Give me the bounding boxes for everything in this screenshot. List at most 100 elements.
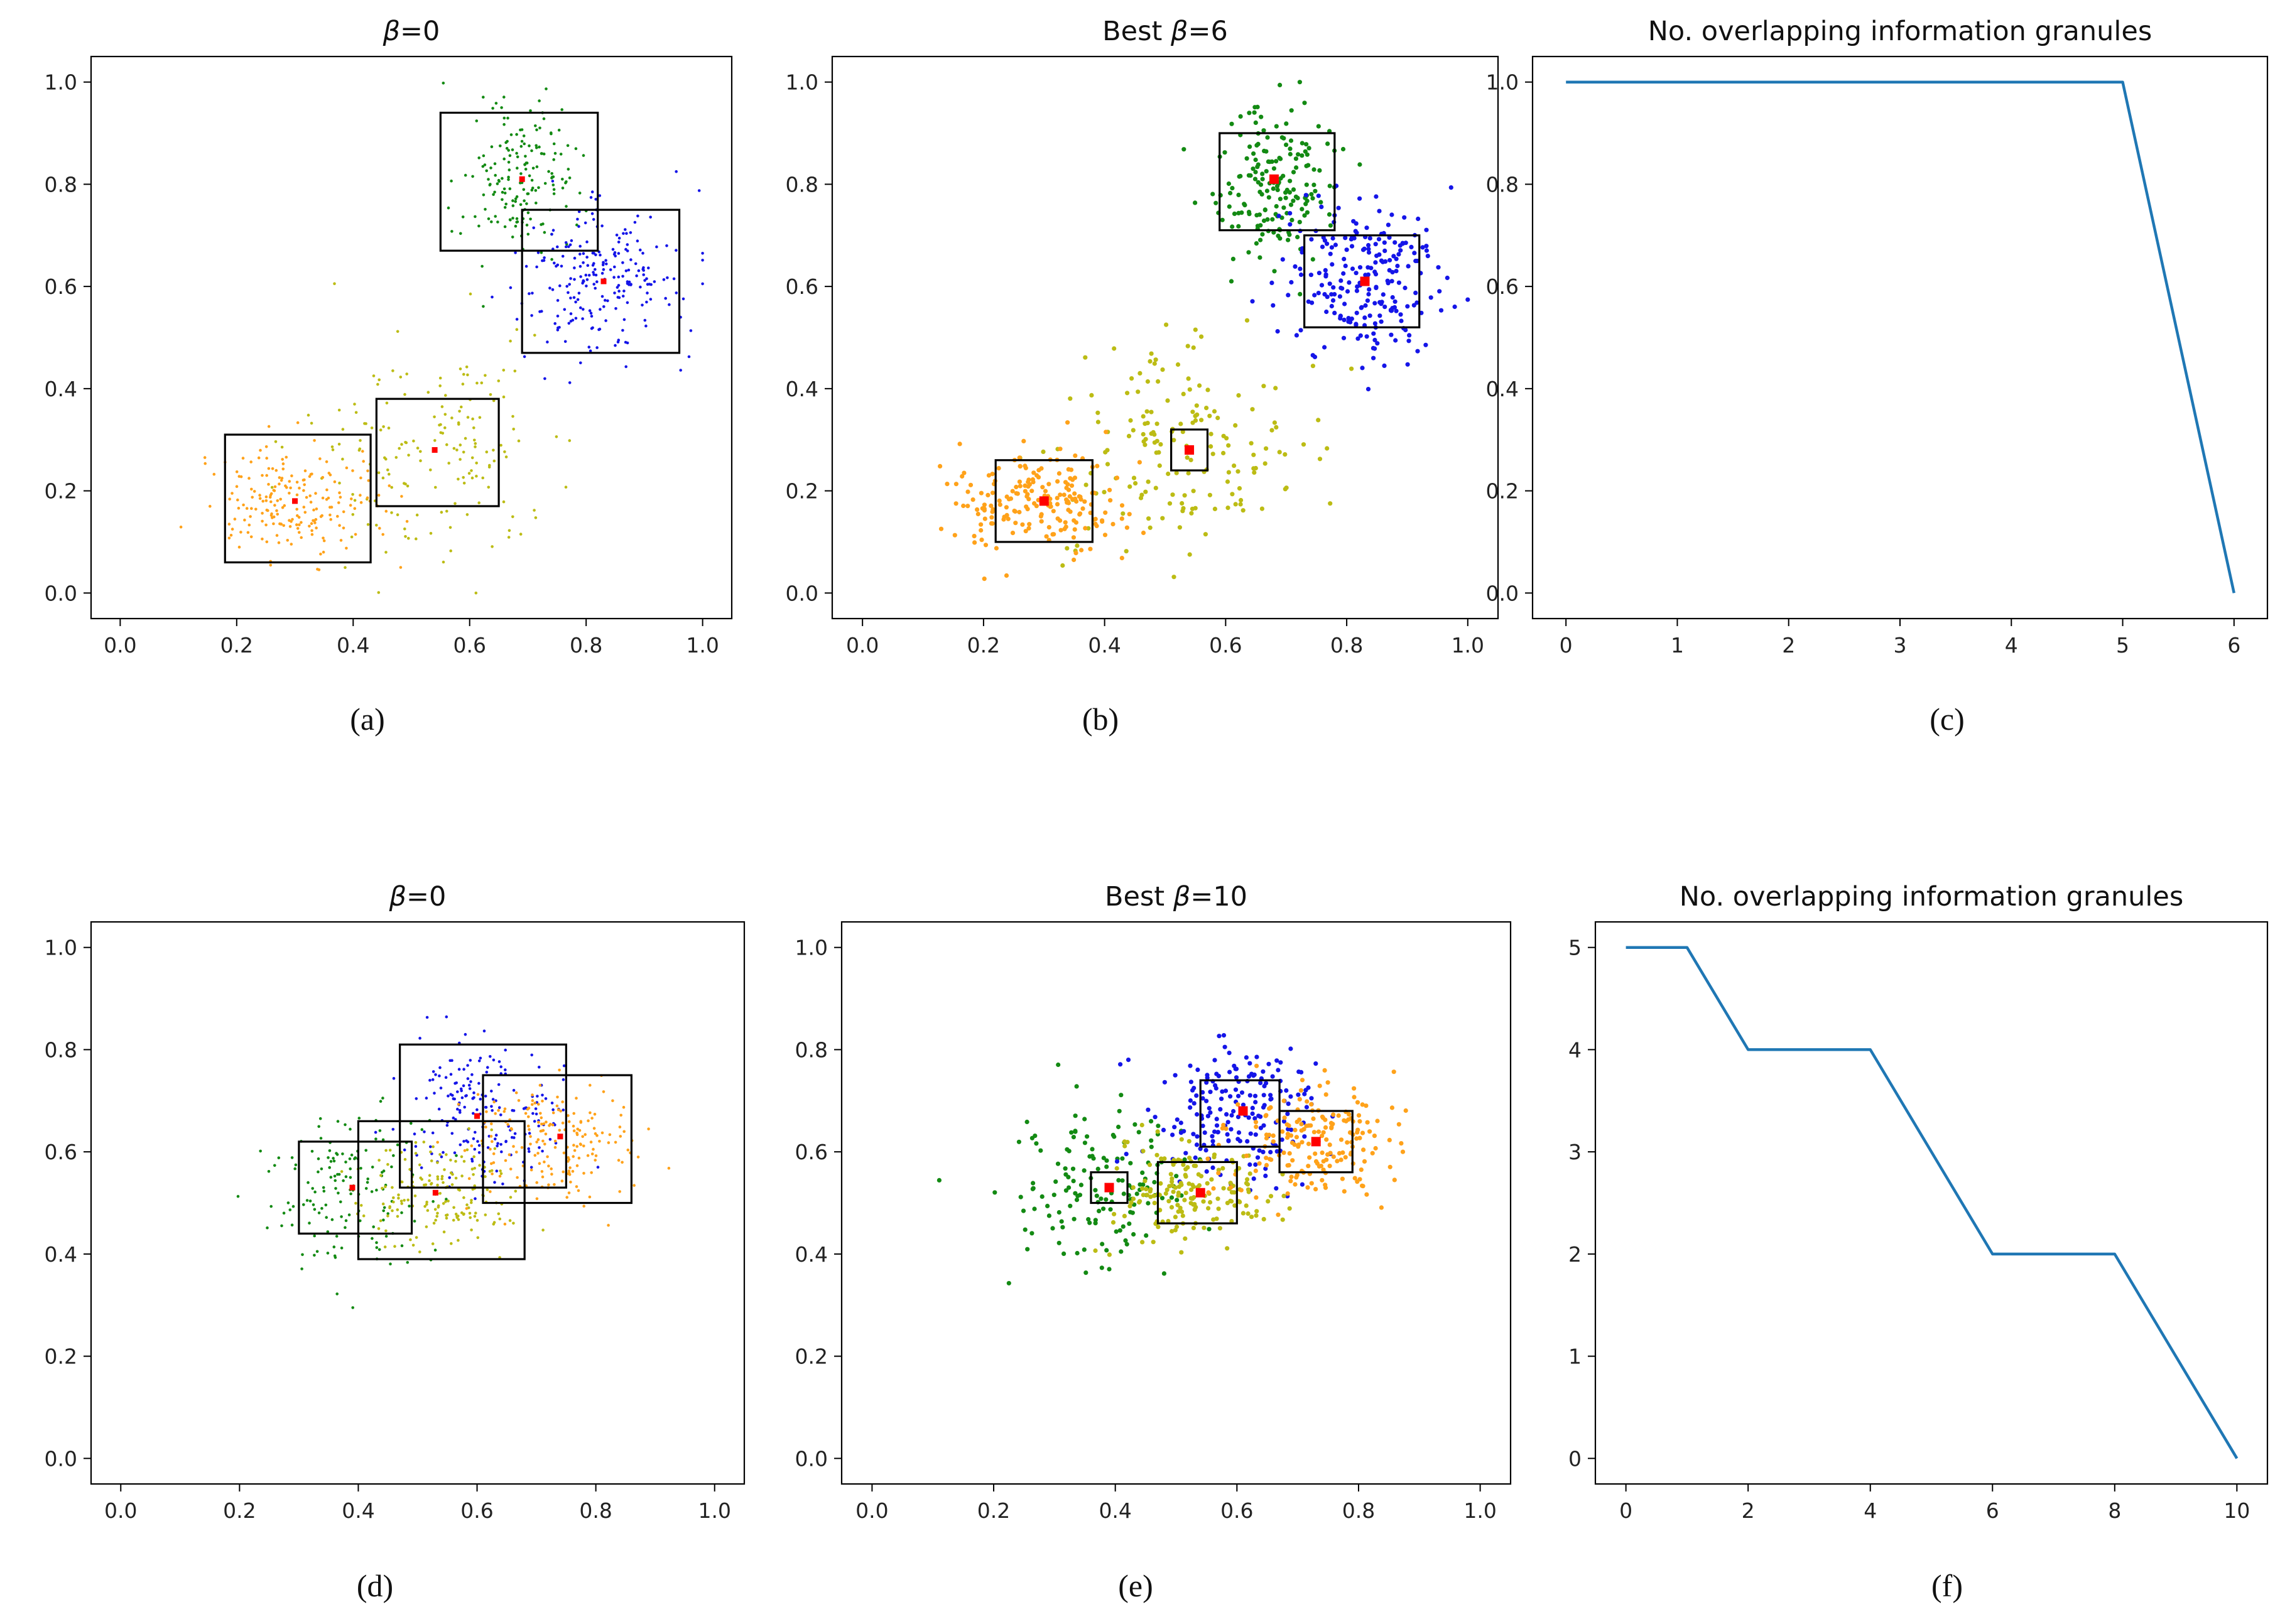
data-point (536, 1138, 540, 1141)
data-point (209, 504, 212, 508)
data-point (494, 102, 498, 105)
data-point (578, 252, 582, 256)
data-point (649, 215, 652, 219)
x-tick-label: 0.2 (967, 633, 1000, 658)
data-point (531, 1093, 534, 1096)
data-point (1372, 1134, 1377, 1139)
data-point (499, 1113, 502, 1117)
data-point (431, 1131, 435, 1135)
data-point (454, 1118, 457, 1121)
data-point (470, 456, 474, 460)
data-point (296, 527, 300, 530)
data-point (1239, 1188, 1244, 1193)
data-point (1341, 335, 1347, 340)
data-point (1349, 366, 1354, 371)
panel-caption: (e) (1118, 1568, 1153, 1603)
data-point (1246, 173, 1251, 178)
data-point (1166, 1218, 1171, 1224)
data-point (1329, 245, 1334, 250)
axes-frame (831, 55, 1499, 620)
data-point (415, 1097, 418, 1100)
data-point (449, 549, 452, 553)
data-point (1363, 273, 1368, 278)
data-point (1372, 346, 1377, 351)
data-point (596, 1166, 600, 1169)
data-point (336, 514, 339, 518)
data-point (1330, 262, 1335, 267)
data-point (433, 439, 437, 442)
data-point (1366, 246, 1371, 252)
data-point (444, 1200, 447, 1203)
data-point (983, 543, 989, 548)
data-point (507, 175, 510, 179)
data-point (381, 533, 384, 536)
data-point (1212, 1058, 1217, 1063)
data-point (1294, 333, 1299, 338)
data-point (1437, 289, 1442, 294)
data-point (464, 173, 467, 177)
data-point (574, 147, 578, 150)
data-point (1270, 217, 1275, 222)
data-point (308, 475, 312, 478)
data-point (1403, 241, 1408, 246)
data-point (1055, 495, 1060, 501)
data-point (1279, 1137, 1284, 1142)
data-point (524, 168, 528, 171)
data-point (492, 1100, 496, 1103)
data-point (538, 1083, 542, 1087)
data-point (1078, 1183, 1083, 1188)
data-point (453, 502, 457, 506)
data-point (443, 413, 447, 416)
data-point (1262, 207, 1268, 212)
data-point (296, 514, 299, 517)
data-point (1389, 279, 1394, 284)
data-point (317, 1125, 321, 1129)
data-point (649, 298, 653, 301)
data-point (1254, 241, 1259, 246)
data-point (351, 1306, 354, 1309)
data-point (302, 489, 305, 492)
data-point (1293, 1182, 1298, 1187)
data-point (1119, 1093, 1124, 1098)
data-point (491, 295, 494, 299)
data-point (1148, 525, 1153, 530)
data-point (1300, 141, 1305, 146)
data-point (1286, 293, 1291, 298)
panel-caption: (d) (357, 1568, 393, 1603)
data-point (1227, 1069, 1232, 1075)
data-point (1313, 1187, 1318, 1192)
data-point (604, 319, 607, 322)
data-point (341, 1152, 344, 1156)
y-tick-label: 0.8 (1486, 172, 1519, 197)
data-point (679, 369, 682, 372)
data-point (491, 545, 494, 548)
data-point (1048, 496, 1053, 502)
data-point (1144, 1186, 1149, 1192)
cluster-orange (436, 1068, 671, 1227)
data-point (310, 522, 313, 525)
data-point (239, 531, 242, 534)
data-point (1389, 212, 1394, 217)
data-point (1133, 481, 1138, 486)
data-point (624, 228, 627, 231)
data-point (604, 259, 607, 263)
data-point (1277, 450, 1282, 455)
data-point (1200, 1123, 1205, 1129)
data-point (354, 1201, 357, 1205)
data-point (687, 355, 691, 359)
data-point (982, 577, 987, 582)
granule-box (1156, 1161, 1238, 1225)
x-tick-label: 0.4 (1099, 1498, 1131, 1523)
data-point (1072, 557, 1077, 563)
data-point (592, 283, 595, 286)
data-point (1354, 322, 1359, 328)
data-point (1325, 241, 1330, 246)
data-point (1382, 305, 1387, 310)
data-point (624, 269, 628, 273)
granule-box (521, 208, 681, 354)
data-point (611, 1099, 614, 1102)
data-point (1102, 533, 1108, 538)
data-point (435, 1215, 438, 1218)
chart-panel-b: Best β=60.0 0.2 0.4 0.6 0.8 1.00.00.20.40.60.… (786, 16, 1499, 737)
data-point (497, 180, 501, 183)
